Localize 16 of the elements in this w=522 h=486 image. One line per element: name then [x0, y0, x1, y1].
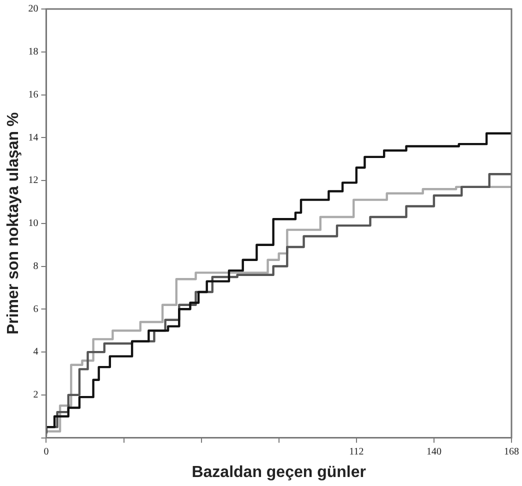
x-tick-label: 0 — [44, 446, 49, 458]
x-tick-label: 140 — [426, 446, 442, 458]
y-tick-label: 2 — [33, 390, 38, 401]
y-tick-label: 6 — [33, 304, 38, 315]
y-tick-label: 4 — [33, 346, 38, 358]
y-axis-title: Primer son noktaya ulaşan % — [5, 112, 22, 335]
y-tick-label: 18 — [28, 46, 38, 58]
y-tick-label: 12 — [28, 175, 38, 186]
x-tick-label: 168 — [504, 446, 519, 458]
x-tick-label: 112 — [349, 446, 364, 458]
y-tick-label: 14 — [28, 132, 38, 144]
x-axis-title: Bazaldan geçen günler — [192, 464, 366, 481]
y-tick-label: 8 — [33, 260, 38, 272]
y-tick-label: 16 — [28, 89, 38, 100]
y-tick-label: 20 — [28, 4, 38, 15]
y-tick-label: 10 — [28, 218, 38, 230]
